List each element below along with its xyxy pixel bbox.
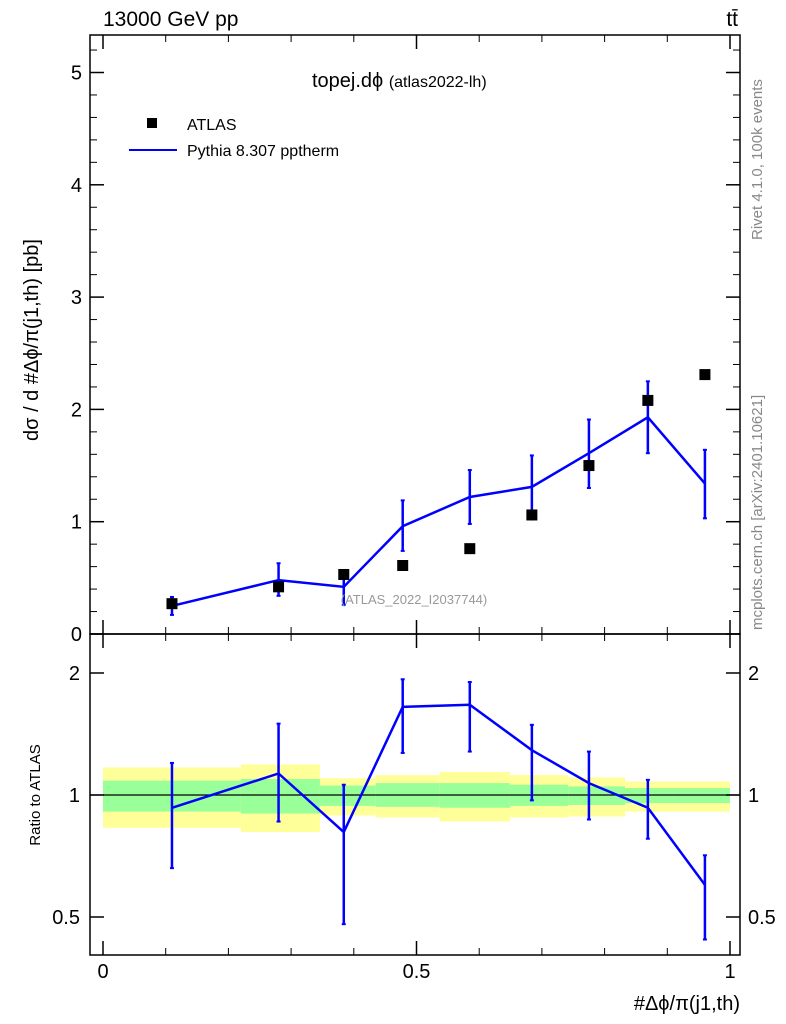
title-main: topej.dϕ [312, 70, 383, 92]
ratio-y-tick-label: 1 [69, 785, 80, 807]
legend-label-atlas: ATLAS [187, 117, 237, 134]
y-tick-label: 1 [71, 512, 82, 534]
ratio-band-green [240, 779, 320, 814]
ratio-band-green [625, 788, 674, 804]
atlas-data-point [397, 559, 409, 571]
ratio-y-tick-label-right: 2 [748, 663, 759, 685]
mc-line [171, 415, 706, 608]
ratio-y-tick-label-right: 0.5 [748, 907, 776, 929]
ratio-y-axis-label: Ratio to ATLAS [27, 744, 44, 845]
x-tick-label: 0.5 [403, 961, 431, 983]
y-tick-label: 5 [71, 63, 82, 85]
ratio-band-green [319, 785, 376, 806]
side-mcplots-label: mcplots.cern.ch [arXiv:2401.10621] [749, 395, 766, 630]
ratio-band-green [673, 788, 730, 804]
title-sub: (atlas2022-lh) [389, 74, 487, 91]
y-tick-label: 4 [71, 175, 82, 197]
y-tick-label: 3 [71, 287, 82, 309]
y-axis-label: dσ / d #Δϕ/π(j1,th) [pb] [21, 239, 43, 441]
header-left: 13000 GeV pp [103, 8, 238, 31]
watermark: (ATLAS_2022_I2037744) [341, 592, 487, 607]
chart-title: topej.dϕ (atlas2022-lh) [312, 70, 487, 92]
header-right: tt̄ [726, 8, 738, 31]
ratio-y-tick-label: 0.5 [52, 907, 80, 929]
atlas-data-point [338, 568, 350, 580]
x-axis-label: #Δϕ/π(j1,th) [634, 993, 740, 1015]
legend-marker-atlas [147, 118, 157, 128]
ratio-y-tick-label-right: 1 [748, 785, 759, 807]
x-tick-label: 0 [97, 961, 108, 983]
atlas-data-point [583, 460, 595, 472]
atlas-data-point [699, 369, 711, 381]
y-tick-label: 2 [71, 399, 82, 421]
x-tick-label: 1 [724, 961, 735, 983]
y-tick-label: 0 [71, 624, 82, 646]
side-rivet-label: Rivet 4.1.0, 100k events [749, 79, 766, 240]
atlas-data-point [642, 394, 654, 406]
atlas-data-point [526, 509, 538, 521]
atlas-data-point [273, 581, 285, 593]
ratio-y-tick-label: 2 [69, 663, 80, 685]
atlas-data-point [166, 598, 178, 610]
atlas-data-point [464, 543, 476, 555]
legend-label-pythia: Pythia 8.307 pptherm [187, 143, 339, 160]
